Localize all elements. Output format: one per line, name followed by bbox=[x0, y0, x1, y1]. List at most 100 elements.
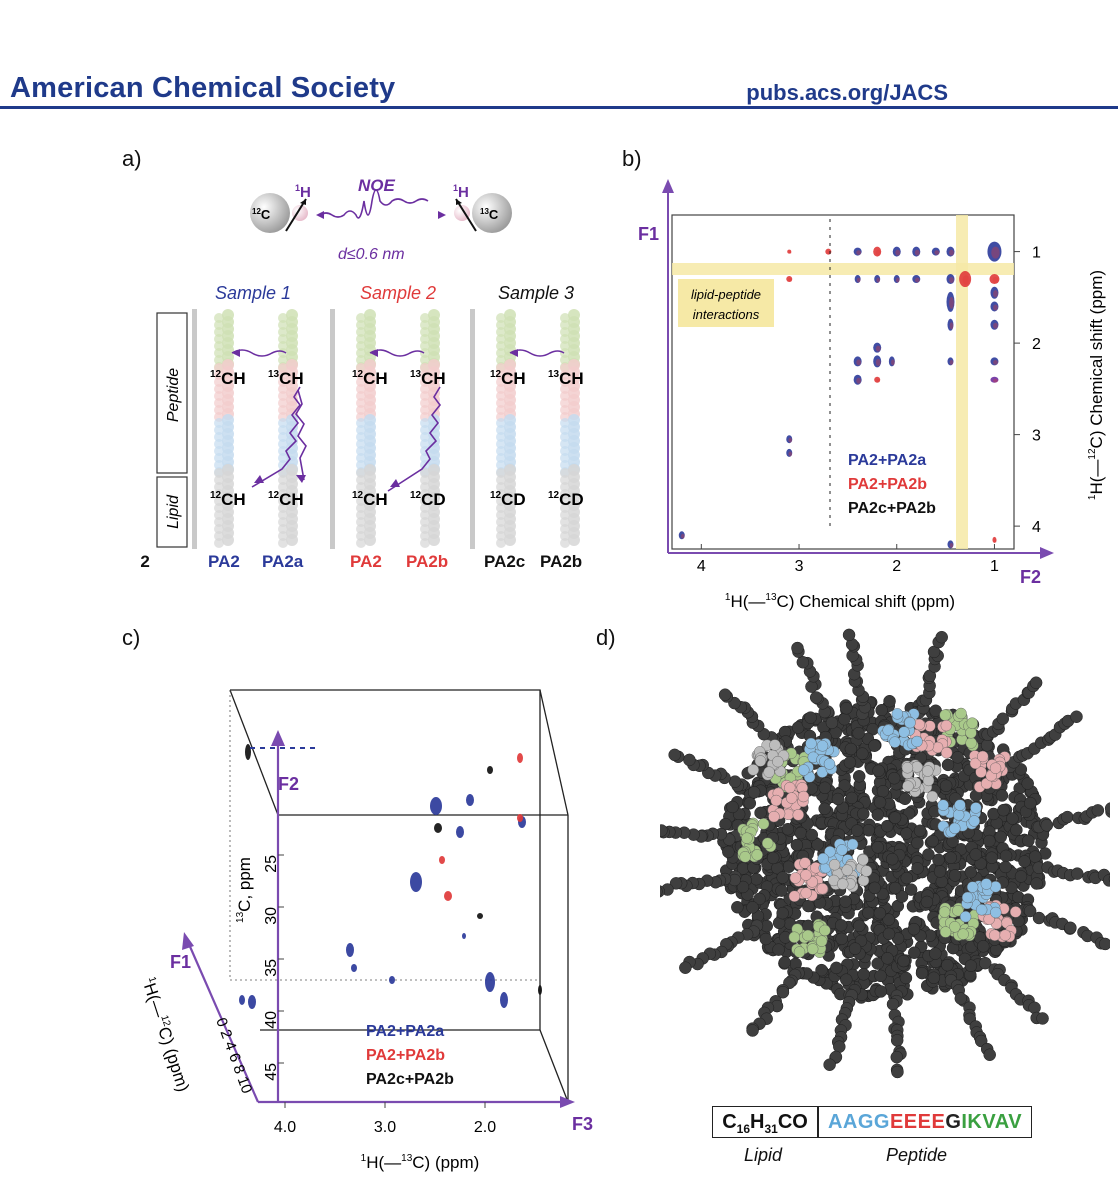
cross-peak-overlay bbox=[680, 533, 685, 539]
c-xlabel: 1H(—13C) (ppm) bbox=[361, 1153, 480, 1172]
3d-peak bbox=[517, 753, 523, 763]
micelle-arm-bead bbox=[1091, 804, 1105, 817]
mol-bead bbox=[496, 489, 506, 499]
mol-bead bbox=[560, 503, 570, 513]
mol-bead bbox=[278, 313, 288, 323]
peptide-bead bbox=[816, 740, 829, 752]
micelle-bead bbox=[873, 906, 887, 920]
mol-bead bbox=[420, 538, 430, 548]
mol-bead bbox=[496, 538, 506, 548]
mol-bead bbox=[214, 320, 224, 330]
b-legend-3: PA2c+PA2b bbox=[848, 500, 936, 517]
cross-peak-overlay bbox=[993, 378, 998, 383]
micelle-bead bbox=[897, 954, 910, 968]
mol-bead bbox=[560, 398, 570, 408]
peptide-bead bbox=[941, 747, 953, 759]
mol-bead bbox=[496, 453, 506, 463]
micelle-bead bbox=[746, 901, 759, 914]
cross-peak-overlay bbox=[949, 360, 954, 365]
micelle-arm-bead bbox=[1064, 921, 1077, 935]
mol-bead bbox=[356, 418, 366, 428]
mol-bead bbox=[278, 405, 288, 415]
mol-bead bbox=[420, 482, 430, 492]
micelle-bead bbox=[880, 819, 894, 833]
micelle-bead bbox=[848, 942, 862, 955]
panel-a-figure: 12C 1H NOE d≤0.6 nm 1H 13C Sample 1 Samp… bbox=[140, 176, 584, 571]
peptide-bead bbox=[797, 790, 810, 803]
journal-url[interactable]: pubs.acs.org/JACS bbox=[746, 80, 948, 105]
micelle-bead bbox=[969, 848, 982, 861]
micelle-bead bbox=[835, 932, 848, 946]
mol-bead bbox=[496, 418, 506, 428]
mol-bead bbox=[214, 531, 224, 541]
micelle-bead bbox=[1024, 796, 1037, 810]
mol-bead bbox=[420, 510, 430, 520]
mol-bead bbox=[278, 439, 288, 449]
3d-peak bbox=[245, 744, 251, 760]
mol-bead bbox=[496, 334, 506, 344]
micelle-bead bbox=[853, 919, 866, 933]
micelle-bead bbox=[736, 880, 750, 894]
mol-bead bbox=[214, 432, 224, 442]
micelle-bead bbox=[843, 756, 857, 769]
peptide-bead bbox=[889, 736, 901, 748]
micelle-bead bbox=[888, 811, 902, 824]
peptide-bead bbox=[965, 727, 977, 739]
carbon13-label: 13C bbox=[480, 207, 499, 222]
c-h12-label: 1H(—12C) (ppm) bbox=[138, 975, 193, 1094]
micelle-bead bbox=[862, 906, 875, 920]
mol-bead bbox=[278, 432, 288, 442]
mol-bead bbox=[356, 334, 366, 344]
micelle-bead bbox=[818, 802, 831, 816]
cross-peak-overlay bbox=[993, 290, 998, 298]
mol-bead bbox=[560, 475, 570, 485]
peptide-bead bbox=[989, 762, 1002, 774]
mol-bead bbox=[420, 524, 430, 534]
mol-bead bbox=[560, 363, 570, 373]
peptide-bead bbox=[989, 929, 1001, 941]
bottom-label-3: 12CH bbox=[352, 490, 388, 509]
mol-bead bbox=[286, 534, 298, 546]
cross-peak-overlay bbox=[895, 277, 900, 283]
b-ytick: 3 bbox=[1032, 428, 1041, 445]
micelle-bead bbox=[731, 900, 744, 914]
peptide-bead bbox=[784, 782, 796, 794]
micelle-bead bbox=[782, 860, 796, 874]
micelle-bead bbox=[834, 919, 848, 932]
mol-bead bbox=[356, 384, 366, 394]
peptide-bead bbox=[806, 943, 819, 955]
3d-peak bbox=[439, 856, 445, 864]
cross-peak-overlay bbox=[788, 278, 793, 282]
cross-peak-overlay bbox=[895, 249, 901, 256]
peptide-bead bbox=[799, 857, 811, 869]
peptide-bead bbox=[961, 891, 974, 904]
micelle-bead bbox=[775, 884, 788, 897]
3d-peak bbox=[351, 964, 357, 972]
peptide-bead bbox=[952, 904, 964, 917]
peptide-bead bbox=[805, 737, 817, 750]
peptide-bead bbox=[772, 755, 784, 768]
cross-peak bbox=[987, 241, 1002, 262]
cross-peak-overlay bbox=[993, 322, 998, 329]
micelle-arm-bead bbox=[669, 877, 683, 890]
peptide-bead bbox=[957, 928, 969, 940]
micelle-bead bbox=[873, 796, 887, 809]
proton-right-atom bbox=[454, 205, 470, 221]
cross-peak-overlay bbox=[856, 359, 862, 366]
mol-bead bbox=[560, 405, 570, 415]
mol-bead bbox=[214, 398, 224, 408]
micelle-arm-bead bbox=[891, 1065, 904, 1079]
mol-bead bbox=[420, 327, 430, 337]
micelle-bead bbox=[933, 865, 947, 878]
mol-bead bbox=[560, 517, 570, 527]
cross-peak-overlay bbox=[876, 277, 880, 283]
panel-b-label: b) bbox=[622, 146, 642, 171]
bottom-label-4: 12CD bbox=[410, 490, 446, 509]
mol-bead bbox=[214, 370, 224, 380]
micelle-bead bbox=[802, 899, 815, 913]
micelle-bead bbox=[1021, 777, 1034, 790]
mol-bead bbox=[278, 341, 288, 351]
3d-peak bbox=[466, 794, 474, 806]
lipid-peptide-box bbox=[678, 279, 774, 327]
micelle-arm-bead bbox=[1029, 676, 1043, 689]
